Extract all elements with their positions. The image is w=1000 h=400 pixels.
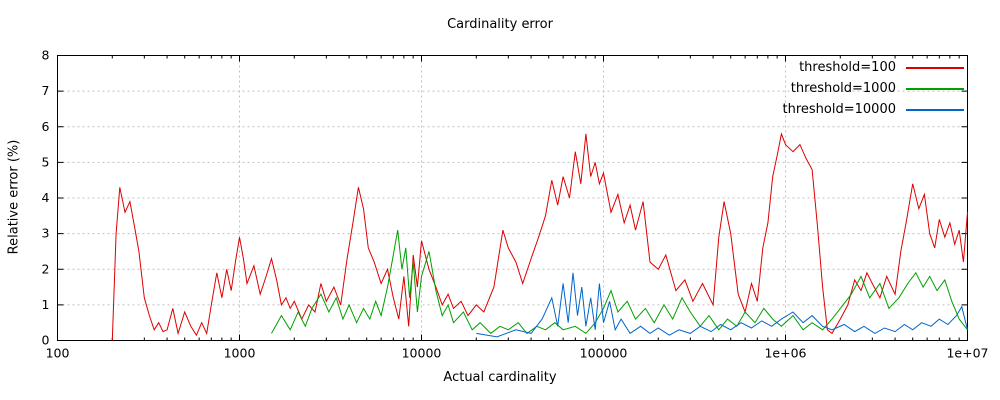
legend-label: threshold=10000: [782, 102, 896, 117]
legend-item-threshold-10000: threshold=10000: [783, 99, 964, 120]
svg-text:100000: 100000: [580, 346, 628, 361]
x-axis-label: Actual cardinality: [443, 370, 557, 385]
svg-text:5: 5: [42, 154, 50, 169]
svg-text:7: 7: [42, 83, 50, 98]
svg-text:4: 4: [42, 190, 50, 205]
svg-text:10000: 10000: [402, 346, 442, 361]
svg-text:1e+07: 1e+07: [946, 346, 988, 361]
legend-label: threshold=1000: [790, 81, 896, 96]
legend-item-threshold-1000: threshold=1000: [783, 78, 964, 99]
svg-text:6: 6: [42, 119, 50, 134]
svg-text:3: 3: [42, 226, 50, 241]
legend-line-sample: [906, 87, 964, 90]
legend-label: threshold=100: [799, 60, 896, 75]
svg-text:100: 100: [46, 346, 70, 361]
svg-text:1: 1: [42, 297, 50, 312]
svg-text:1000: 1000: [224, 346, 256, 361]
svg-text:8: 8: [42, 48, 50, 63]
legend: threshold=100 threshold=1000 threshold=1…: [783, 57, 964, 120]
legend-line-sample: [906, 66, 964, 69]
svg-text:0: 0: [42, 333, 50, 348]
svg-text:2: 2: [42, 261, 50, 276]
chart-title: Cardinality error: [447, 17, 553, 32]
y-axis-label: Relative error (%): [6, 139, 22, 255]
legend-line-sample: [906, 108, 964, 111]
legend-item-threshold-100: threshold=100: [783, 57, 964, 78]
svg-text:1e+06: 1e+06: [764, 346, 806, 361]
